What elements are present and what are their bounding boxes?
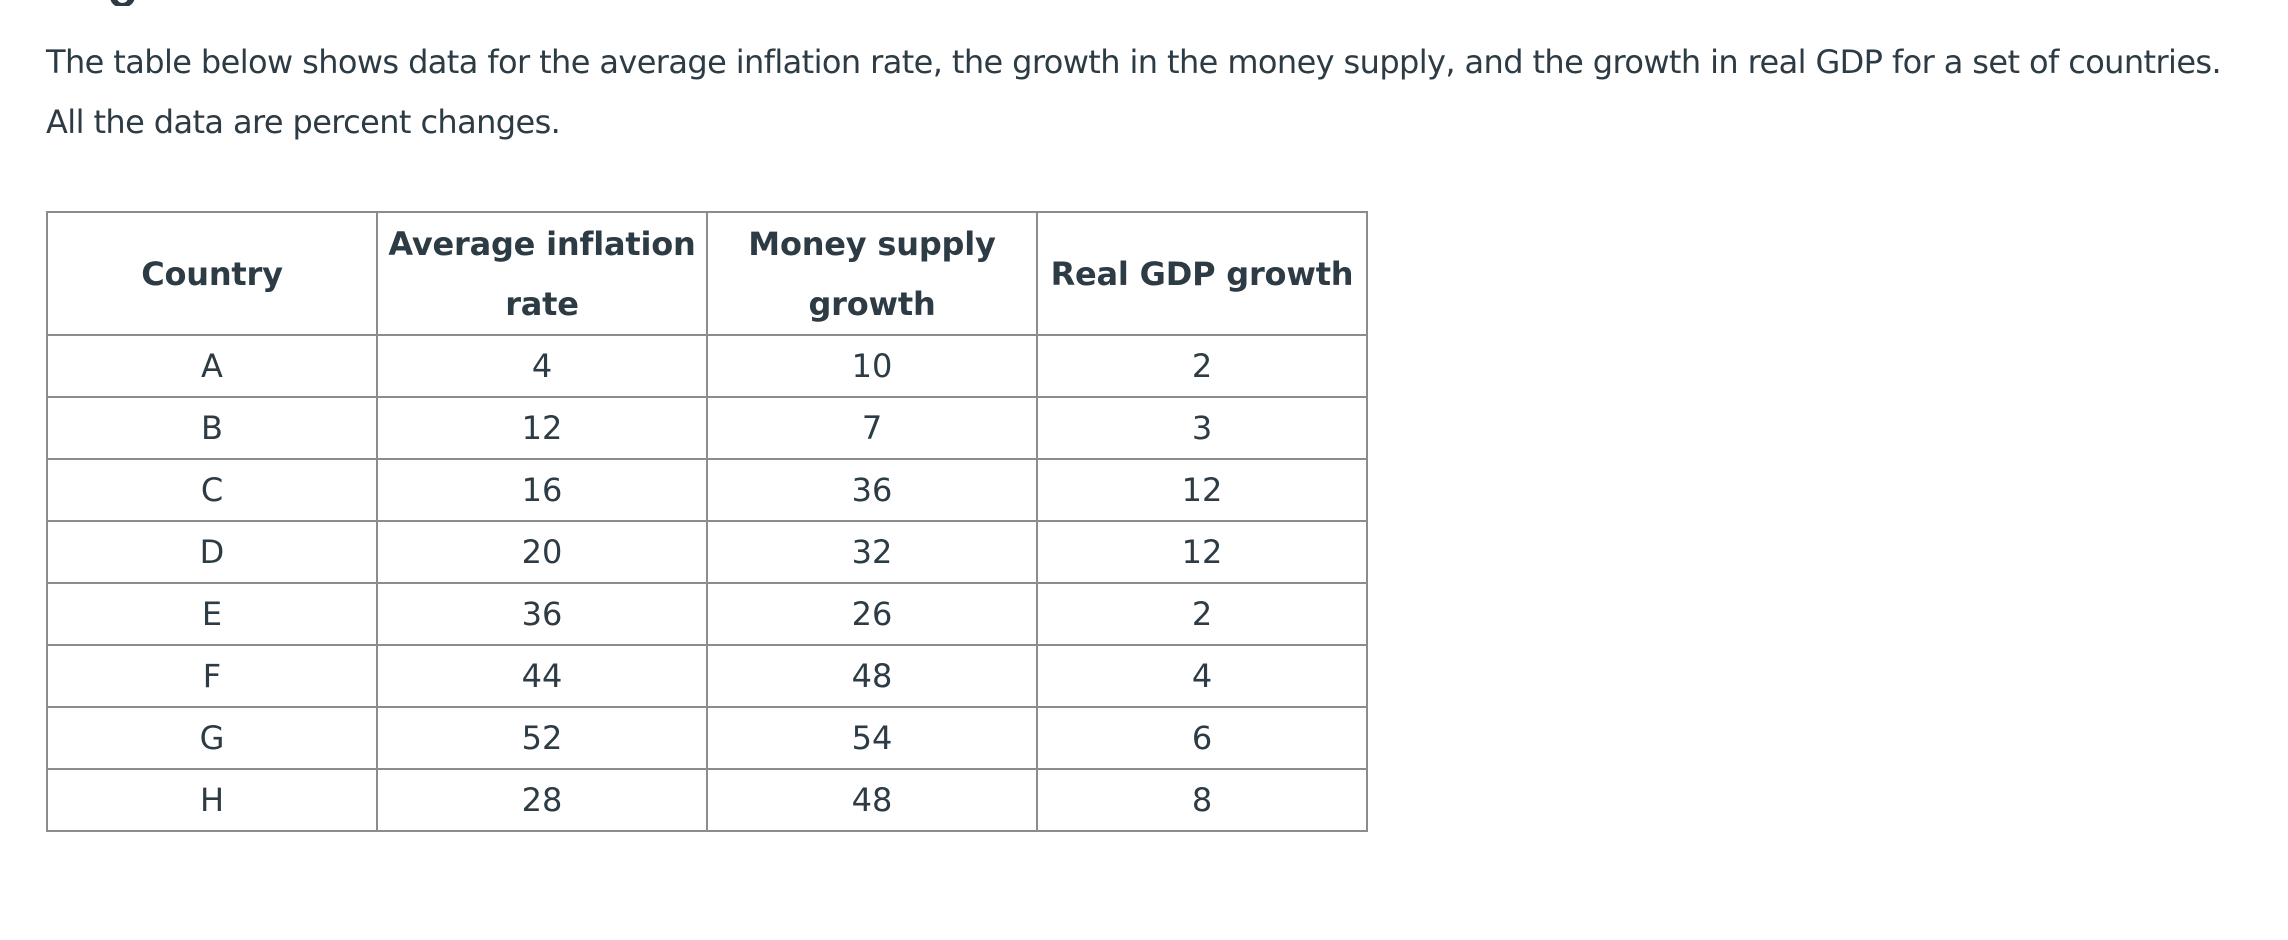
table-row: E 36 26 2	[46, 582, 1368, 646]
cell-country: H	[46, 768, 378, 832]
cell-inflation: 20	[376, 520, 708, 584]
header-money-supply: Money supply growth	[706, 211, 1038, 336]
table-row: D 20 32 12	[46, 520, 1368, 584]
cell-inflation: 28	[376, 768, 708, 832]
question-title-cutoff: Q	[108, 0, 139, 6]
table-row: B 12 7 3	[46, 396, 1368, 460]
cell-inflation: 36	[376, 582, 708, 646]
cell-country: A	[46, 334, 378, 398]
cell-country: F	[46, 644, 378, 708]
cell-inflation: 44	[376, 644, 708, 708]
table-header-row: Country Average inflation rate Money sup…	[46, 211, 1368, 336]
cell-country: E	[46, 582, 378, 646]
cell-country: G	[46, 706, 378, 770]
cell-money-supply: 48	[706, 768, 1038, 832]
cell-money-supply: 36	[706, 458, 1038, 522]
table-row: A 4 10 2	[46, 334, 1368, 398]
cell-country: C	[46, 458, 378, 522]
cell-money-supply: 32	[706, 520, 1038, 584]
cell-money-supply: 26	[706, 582, 1038, 646]
cell-real-gdp: 8	[1036, 768, 1368, 832]
header-avg-inflation: Average inflation rate	[376, 211, 708, 336]
cell-real-gdp: 2	[1036, 582, 1368, 646]
cell-money-supply: 10	[706, 334, 1038, 398]
cell-inflation: 4	[376, 334, 708, 398]
cell-country: D	[46, 520, 378, 584]
cell-real-gdp: 3	[1036, 396, 1368, 460]
cell-country: B	[46, 396, 378, 460]
cell-real-gdp: 4	[1036, 644, 1368, 708]
header-country: Country	[46, 211, 378, 336]
cell-real-gdp: 2	[1036, 334, 1368, 398]
table-row: F 44 48 4	[46, 644, 1368, 708]
data-table: Country Average inflation rate Money sup…	[46, 211, 1368, 832]
header-real-gdp: Real GDP growth	[1036, 211, 1368, 336]
cell-inflation: 12	[376, 396, 708, 460]
cell-real-gdp: 12	[1036, 520, 1368, 584]
cell-real-gdp: 12	[1036, 458, 1368, 522]
cell-money-supply: 7	[706, 396, 1038, 460]
cell-money-supply: 54	[706, 706, 1038, 770]
cell-inflation: 52	[376, 706, 708, 770]
intro-text: The table below shows data for the avera…	[46, 43, 2222, 141]
table-row: H 28 48 8	[46, 768, 1368, 832]
question-intro: The table below shows data for the avera…	[46, 32, 2256, 152]
cell-money-supply: 48	[706, 644, 1038, 708]
table-row: C 16 36 12	[46, 458, 1368, 522]
cell-real-gdp: 6	[1036, 706, 1368, 770]
cell-inflation: 16	[376, 458, 708, 522]
table-row: G 52 54 6	[46, 706, 1368, 770]
